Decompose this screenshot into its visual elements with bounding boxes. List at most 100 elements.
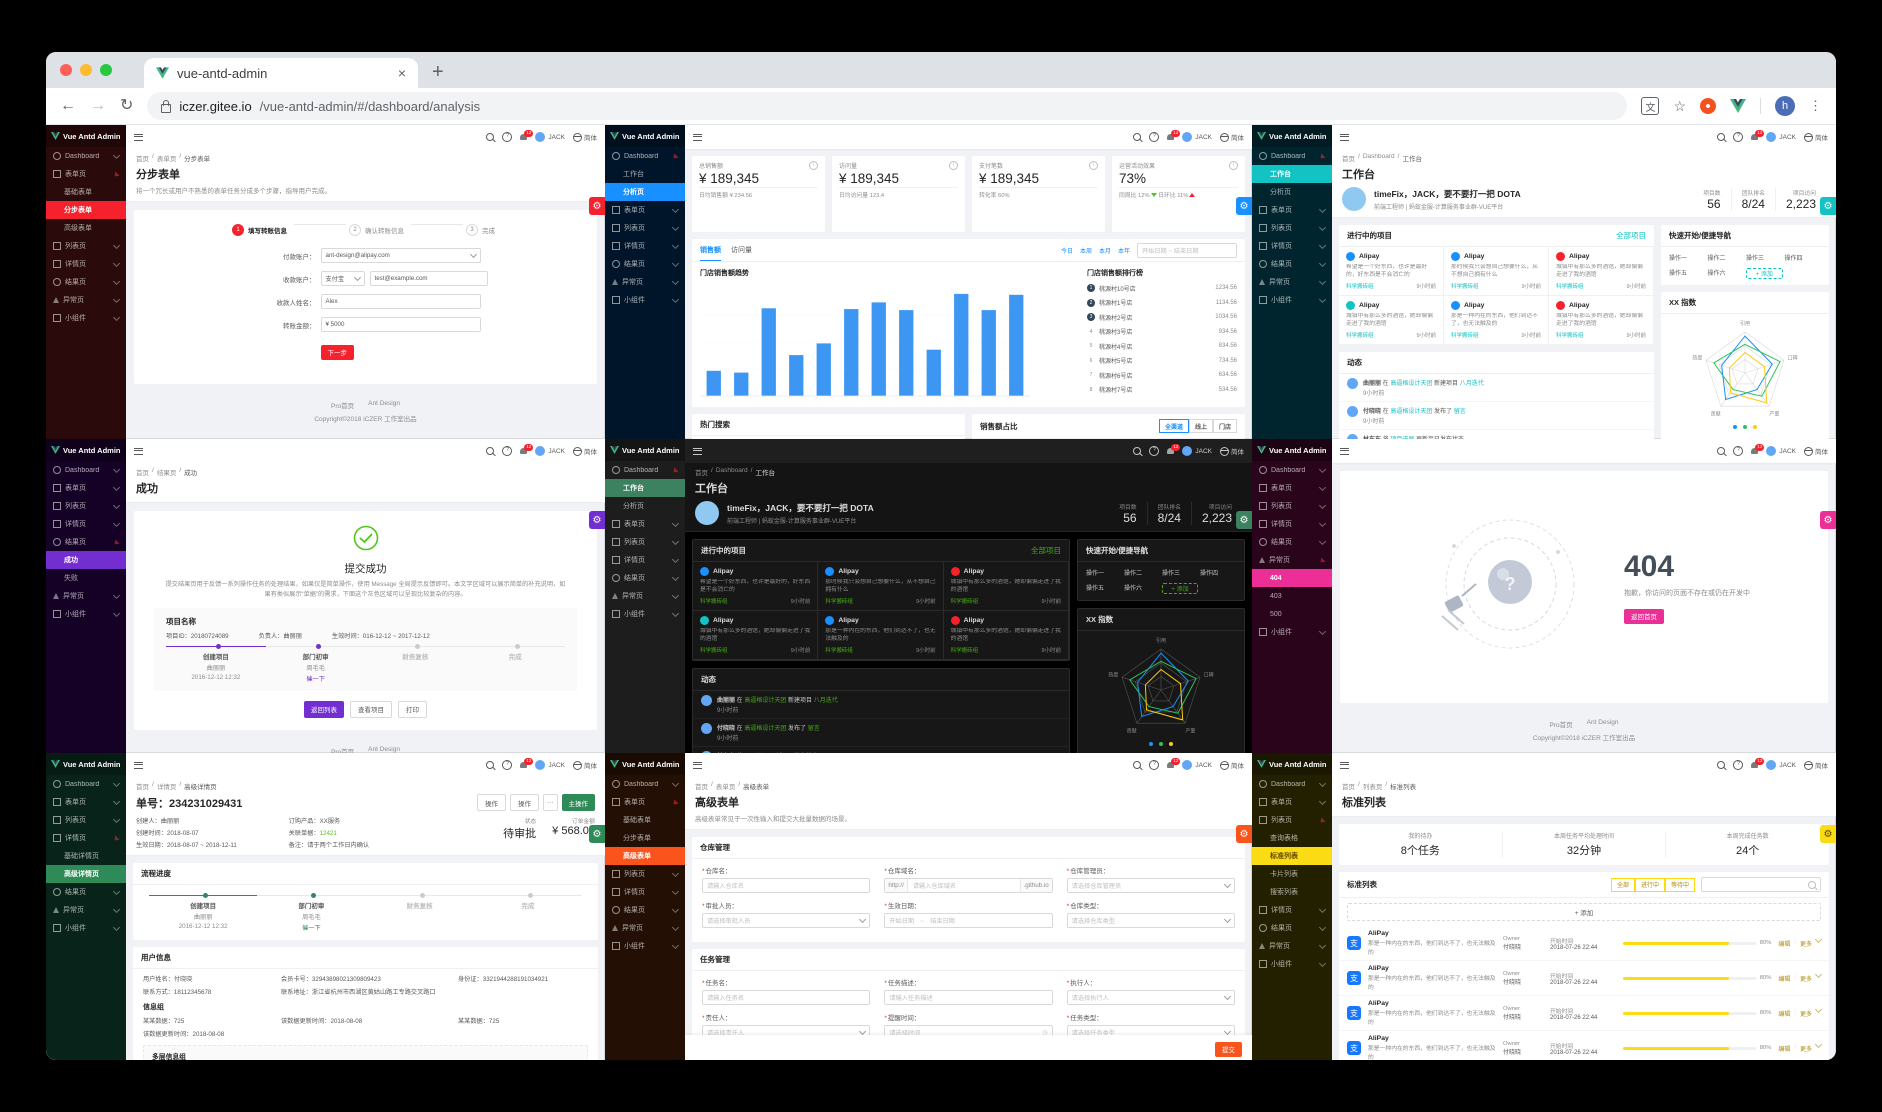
- quick-nav-link[interactable]: 操作三: [1162, 571, 1181, 577]
- breadcrumb-item[interactable]: Dashboard: [1362, 153, 1395, 160]
- tab-visits[interactable]: 访问量: [731, 247, 752, 254]
- sidebar-subitem[interactable]: 失败: [64, 575, 78, 582]
- range-link[interactable]: 本周: [1079, 248, 1092, 255]
- primary-action-button[interactable]: 主操作: [561, 794, 595, 811]
- sidebar-item[interactable]: 详情页: [46, 255, 126, 273]
- breadcrumb-item[interactable]: 结果页: [156, 470, 177, 477]
- sidebar-item[interactable]: 详情页: [1252, 237, 1332, 255]
- sidebar-item[interactable]: 详情页: [46, 829, 126, 847]
- menu-collapse-trigger[interactable]: [134, 761, 143, 769]
- project-group[interactable]: 科学搬砖组: [1346, 284, 1374, 290]
- sidebar-item[interactable]: 小组件: [46, 919, 126, 937]
- bookmark-star-icon[interactable]: ☆: [1673, 98, 1686, 114]
- sidebar-item[interactable]: Dashboard: [46, 775, 126, 793]
- language-switcher[interactable]: 简体: [1804, 132, 1828, 142]
- breadcrumb-item[interactable]: 首页: [1342, 156, 1355, 163]
- footer-link[interactable]: Pro首页: [1549, 722, 1573, 729]
- menu-collapse-trigger[interactable]: [693, 447, 702, 455]
- menu-collapse-trigger[interactable]: [1340, 761, 1349, 769]
- forward-button[interactable]: →: [90, 97, 106, 114]
- sidebar-item[interactable]: 列表页: [605, 865, 685, 883]
- breadcrumb-item[interactable]: 详情页: [156, 784, 177, 791]
- sidebar-subitem[interactable]: 404: [1252, 569, 1332, 587]
- sidebar-item[interactable]: 异常页: [605, 587, 685, 605]
- share-filter-button[interactable]: 线上: [1188, 419, 1213, 433]
- all-projects-link[interactable]: 全部项目: [1616, 231, 1646, 240]
- back-to-list-button[interactable]: 返回列表: [304, 700, 344, 718]
- sidebar-subitem[interactable]: 基础详情页: [64, 853, 99, 860]
- search-icon[interactable]: [1717, 447, 1726, 455]
- sidebar-item[interactable]: 小组件: [46, 309, 126, 327]
- project-card[interactable]: Alipay 城镇中有那么多的酒馆，她却偏偏走进了我的酒馆 科学搬砖组 9小时前: [943, 611, 1069, 660]
- sidebar-item[interactable]: 表单页: [605, 515, 685, 533]
- secondary-button[interactable]: 打印: [398, 700, 427, 718]
- menu-collapse-trigger[interactable]: [134, 447, 143, 455]
- add-button[interactable]: + 添加: [1347, 903, 1821, 921]
- extension-icon[interactable]: [1700, 98, 1716, 114]
- account-type-select[interactable]: 支付宝: [320, 271, 365, 286]
- tab-close-icon[interactable]: ×: [397, 65, 406, 81]
- language-switcher[interactable]: 简体: [1220, 760, 1244, 770]
- quick-nav-link[interactable]: 操作四: [1200, 571, 1219, 577]
- notification-bell[interactable]: 12: [520, 130, 534, 140]
- user-menu[interactable]: JACK: [1766, 446, 1796, 456]
- sidebar-item[interactable]: 表单页: [46, 793, 126, 811]
- project-group[interactable]: 科学搬砖组: [825, 648, 853, 654]
- project-card[interactable]: Alipay 城镇中有那么多的酒馆，她却偏偏走进了我的酒馆 科学搬砖组 9小时前: [1339, 296, 1444, 345]
- project-group[interactable]: 科学搬砖组: [1451, 284, 1479, 290]
- project-card[interactable]: Alipay 城镇中有那么多的酒馆，她却偏偏走进了我的酒馆 科学搬砖组 9小时前: [1549, 296, 1654, 345]
- add-nav-button[interactable]: + 添加: [1746, 268, 1783, 279]
- sidebar-item[interactable]: 列表页: [1252, 811, 1332, 829]
- sidebar-item[interactable]: 列表页: [605, 533, 685, 551]
- theme-settings-button[interactable]: ⚙: [1236, 511, 1252, 529]
- sidebar-item[interactable]: 详情页: [605, 551, 685, 569]
- sidebar-item[interactable]: 列表页: [46, 497, 126, 515]
- sidebar-subitem[interactable]: 查询表格: [1270, 835, 1298, 842]
- range-link[interactable]: 本年: [1117, 248, 1130, 255]
- project-group[interactable]: 科学搬砖组: [700, 648, 728, 654]
- related-doc-link[interactable]: 12421: [319, 830, 337, 837]
- sidebar-subitem[interactable]: 工作台: [605, 479, 685, 497]
- sidebar-item[interactable]: 结果页: [46, 533, 126, 551]
- field-input[interactable]: 请选择执行人: [1066, 990, 1235, 1005]
- footer-link[interactable]: Pro首页: [331, 748, 355, 753]
- tab-sales[interactable]: 销售额: [700, 240, 721, 261]
- sidebar-item[interactable]: Dashboard: [605, 147, 685, 165]
- language-switcher[interactable]: 简体: [573, 132, 597, 142]
- sidebar-item[interactable]: Dashboard: [46, 147, 126, 165]
- sidebar-item[interactable]: 列表页: [46, 237, 126, 255]
- form-input[interactable]: ¥ 5000: [320, 317, 481, 332]
- list-search-input[interactable]: [1701, 877, 1821, 892]
- sidebar-item[interactable]: 结果页: [605, 901, 685, 919]
- project-card[interactable]: Alipay 希望是一个好东西，也许是最好的，好东西是不会消亡的 科学搬砖组 9小时前: [1339, 247, 1444, 296]
- range-link[interactable]: 今日: [1060, 248, 1073, 255]
- quick-nav-link[interactable]: 操作一: [1669, 256, 1688, 262]
- sidebar-subitem[interactable]: 高级详情页: [46, 865, 126, 883]
- search-icon[interactable]: [1133, 447, 1142, 455]
- search-icon[interactable]: [1133, 761, 1142, 769]
- user-menu[interactable]: JACK: [1766, 132, 1796, 142]
- menu-collapse-trigger[interactable]: [1340, 447, 1349, 455]
- share-filter-button[interactable]: 门店: [1212, 419, 1237, 433]
- sidebar-subitem[interactable]: 高级表单: [605, 847, 685, 865]
- breadcrumb-item[interactable]: 首页: [1342, 784, 1355, 791]
- sidebar-subitem[interactable]: 分析页: [623, 503, 644, 510]
- notification-bell[interactable]: 12: [1751, 758, 1765, 768]
- sidebar-item[interactable]: 表单页: [1252, 479, 1332, 497]
- project-card[interactable]: Alipay 那时候我只会想自己想要什么，从不想自己拥有什么 科学搬砖组 9小时前: [818, 562, 944, 611]
- add-nav-button[interactable]: + 添加: [1162, 583, 1198, 594]
- footer-link[interactable]: Ant Design: [1586, 719, 1619, 726]
- fullscreen-window-button[interactable]: [100, 64, 112, 76]
- notification-bell[interactable]: 12: [1751, 444, 1765, 454]
- close-window-button[interactable]: [60, 64, 72, 76]
- language-switcher[interactable]: 简体: [573, 446, 597, 456]
- minimize-window-button[interactable]: [80, 64, 92, 76]
- project-group[interactable]: 科学搬砖组: [1346, 333, 1374, 339]
- theme-settings-button[interactable]: ⚙: [589, 825, 605, 843]
- help-icon[interactable]: ?: [1149, 132, 1160, 142]
- feed-link[interactable]: 高逼格设计天团: [744, 698, 789, 704]
- sidebar-item[interactable]: 列表页: [1252, 219, 1332, 237]
- sidebar-item[interactable]: 小组件: [605, 605, 685, 623]
- help-icon[interactable]: ?: [1733, 446, 1744, 456]
- back-home-button[interactable]: 返回首页: [1624, 608, 1664, 624]
